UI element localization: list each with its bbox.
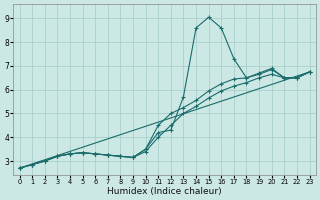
X-axis label: Humidex (Indice chaleur): Humidex (Indice chaleur) <box>107 187 222 196</box>
